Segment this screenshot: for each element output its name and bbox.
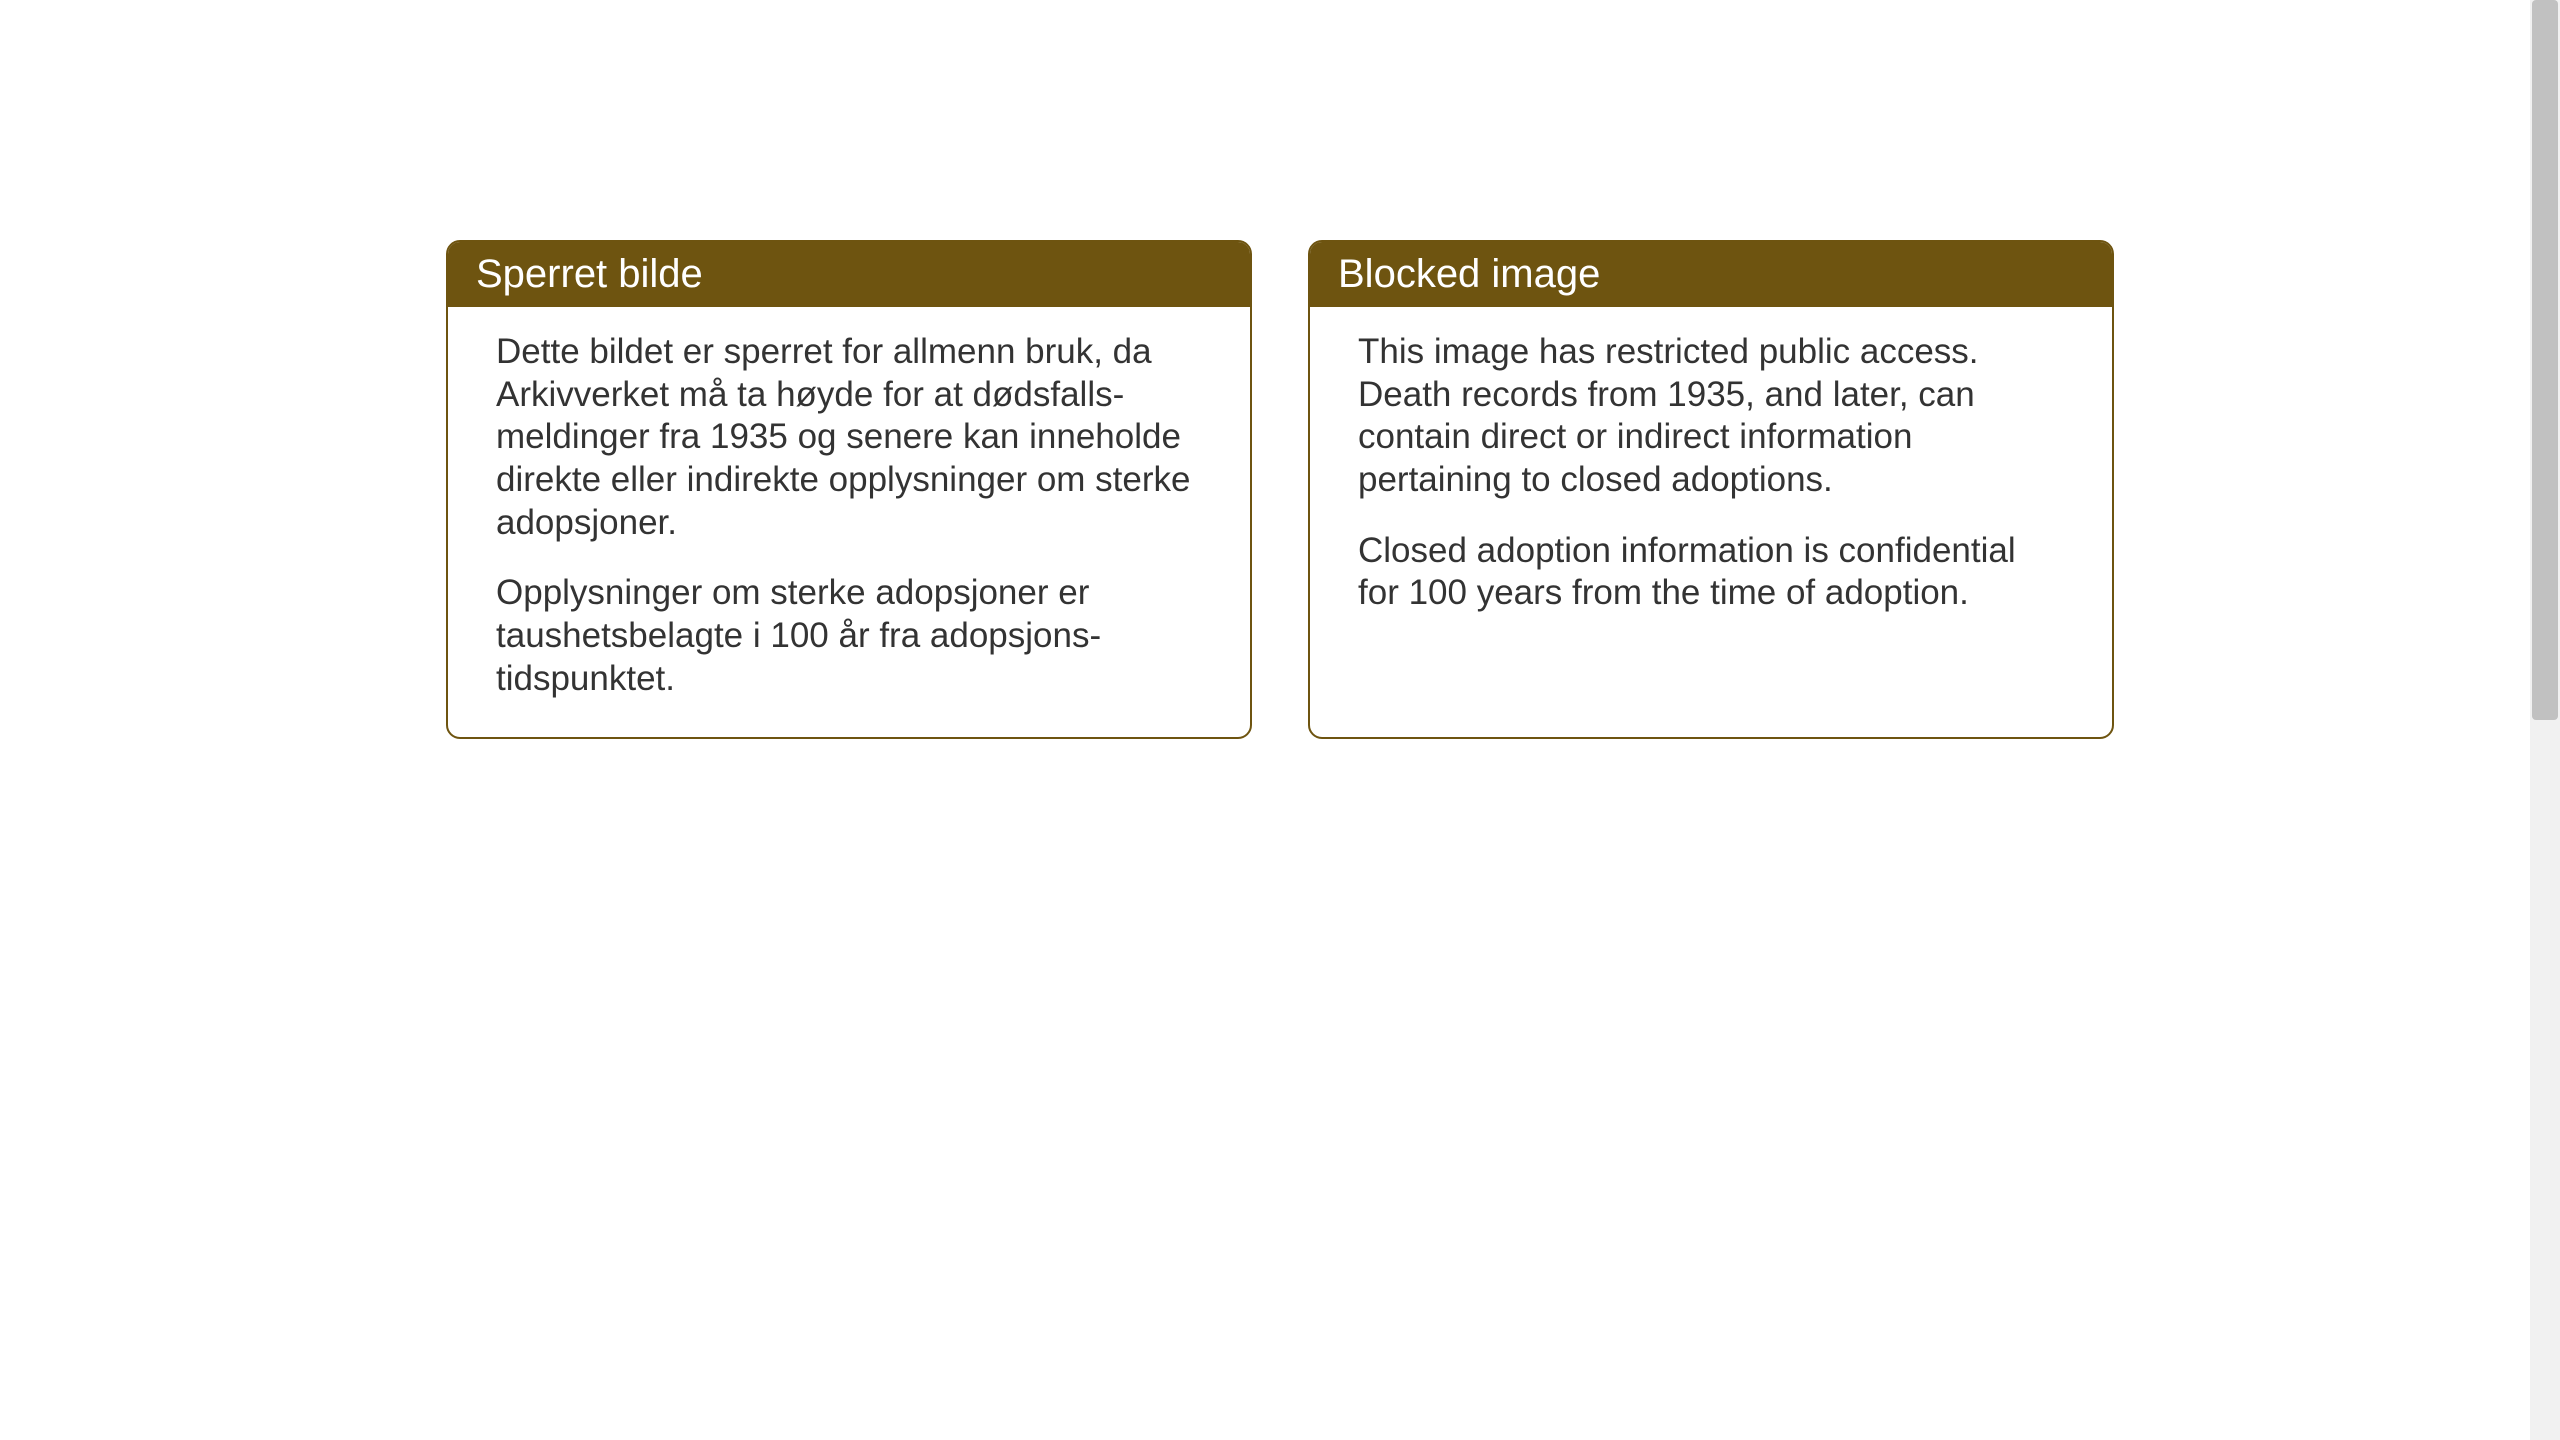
paragraph-2-norwegian: Opplysninger om sterke adopsjoner er tau… bbox=[496, 572, 1202, 700]
card-body-norwegian: Dette bildet er sperret for allmenn bruk… bbox=[448, 307, 1250, 737]
card-header-norwegian: Sperret bilde bbox=[448, 242, 1250, 307]
card-title-english: Blocked image bbox=[1338, 252, 1600, 296]
card-body-english: This image has restricted public access.… bbox=[1310, 307, 2112, 651]
card-header-english: Blocked image bbox=[1310, 242, 2112, 307]
notice-card-english: Blocked image This image has restricted … bbox=[1308, 240, 2114, 739]
vertical-scrollbar[interactable] bbox=[2530, 0, 2560, 1440]
notice-container: Sperret bilde Dette bildet er sperret fo… bbox=[446, 240, 2114, 739]
scrollbar-thumb[interactable] bbox=[2532, 0, 2558, 720]
card-title-norwegian: Sperret bilde bbox=[476, 252, 703, 296]
paragraph-2-english: Closed adoption information is confident… bbox=[1358, 530, 2064, 615]
paragraph-1-english: This image has restricted public access.… bbox=[1358, 331, 2064, 502]
notice-card-norwegian: Sperret bilde Dette bildet er sperret fo… bbox=[446, 240, 1252, 739]
paragraph-1-norwegian: Dette bildet er sperret for allmenn bruk… bbox=[496, 331, 1202, 544]
